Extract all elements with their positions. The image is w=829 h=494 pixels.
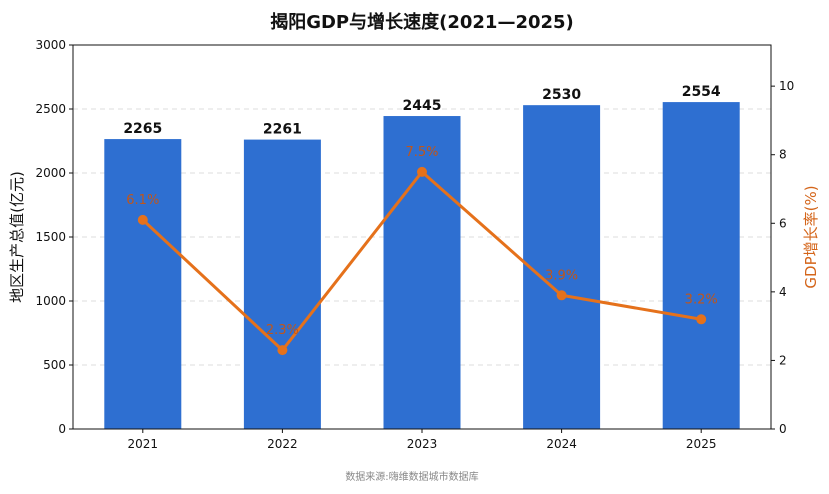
y2-tick-label: 8 <box>779 148 787 162</box>
bar <box>104 139 182 429</box>
y-tick-label: 0 <box>58 422 66 436</box>
y-axis-label: 地区生产总值(亿元) <box>8 171 26 303</box>
growth-rate-point <box>137 214 148 225</box>
y-tick-label: 500 <box>43 358 66 372</box>
x-tick-label: 2024 <box>546 437 577 451</box>
growth-rate-label: 3.2% <box>685 292 718 307</box>
x-tick-label: 2025 <box>686 437 717 451</box>
bar-value-label: 2261 <box>263 122 302 138</box>
bar-value-label: 2265 <box>123 121 162 137</box>
chart-title: 揭阳GDP与增长速度(2021—2025) <box>270 11 574 33</box>
growth-rate-label: 2.3% <box>266 323 299 338</box>
data-labels: 2265 2261 2445 2530 2554 6.1% 2.3% 7.5% 3.9% 3.2% <box>123 84 721 338</box>
growth-rate-label: 7.5% <box>405 145 438 160</box>
growth-rate-point <box>277 345 288 356</box>
x-tick-label: 2022 <box>267 437 298 451</box>
y2-tick-label: 4 <box>779 285 787 299</box>
axes: 0 500 1000 1500 2000 2500 3000 0 2 4 6 8 10 2021 2022 2… <box>35 38 794 451</box>
bar <box>662 102 740 429</box>
y-tick-label: 2500 <box>35 102 66 116</box>
x-tick-label: 2021 <box>128 437 159 451</box>
bar <box>523 105 601 429</box>
y-tick-label: 2000 <box>35 166 66 180</box>
y2-tick-label: 2 <box>779 353 787 367</box>
bar-series <box>104 102 740 430</box>
growth-rate-point <box>556 290 567 301</box>
bar-value-label: 2445 <box>403 98 442 114</box>
y2-tick-label: 6 <box>779 216 787 230</box>
y-tick-label: 1500 <box>35 230 66 244</box>
y2-tick-label: 0 <box>779 422 787 436</box>
bar <box>383 116 461 429</box>
line-series <box>137 166 707 356</box>
y2-axis-label: GDP增长率(%) <box>802 185 820 288</box>
growth-rate-label: 3.9% <box>545 268 578 283</box>
y-tick-label: 1000 <box>35 294 66 308</box>
bar-value-label: 2530 <box>542 87 581 103</box>
x-tick-label: 2023 <box>407 437 438 451</box>
growth-rate-point <box>417 166 427 177</box>
growth-rate-point <box>696 314 707 325</box>
bar-value-label: 2554 <box>682 84 721 100</box>
bar <box>243 139 321 430</box>
y2-tick-label: 10 <box>779 79 794 93</box>
y-tick-label: 3000 <box>35 38 66 52</box>
source-note: 数据来源:嗨维数据城市数据库 <box>345 470 478 483</box>
growth-rate-label: 6.1% <box>126 193 159 208</box>
